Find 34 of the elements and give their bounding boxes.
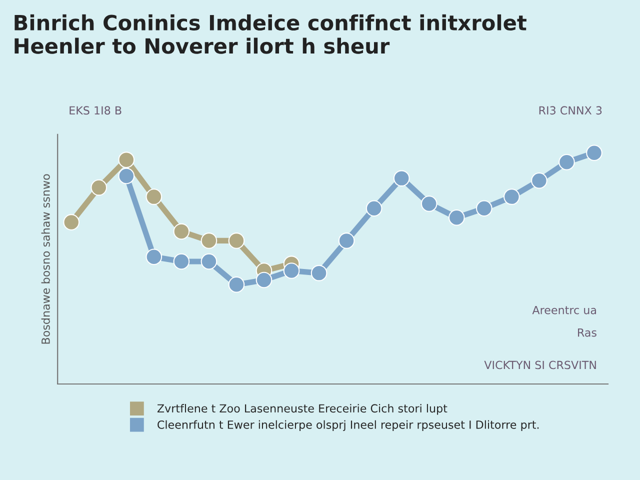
text: RI3 CNNX 3 bbox=[539, 106, 602, 115]
point bbox=[63, 214, 80, 230]
point bbox=[586, 144, 602, 162]
legend-label: Zvrtflene t Zoo Lasenneuste Ereceirie Cich stori lupt bbox=[157, 404, 448, 415]
point bbox=[90, 179, 108, 196]
point bbox=[118, 152, 135, 168]
point bbox=[558, 154, 575, 170]
point bbox=[118, 168, 135, 184]
y-axis-title: Bosdnawe bosno sahaw ssnwo bbox=[41, 174, 50, 344]
point bbox=[283, 262, 300, 279]
annotation: Ras bbox=[578, 328, 596, 337]
point bbox=[531, 172, 548, 189]
point bbox=[504, 188, 520, 205]
point bbox=[228, 276, 245, 293]
annotation: Areentrc ua bbox=[532, 306, 596, 314]
point bbox=[366, 200, 382, 217]
point bbox=[476, 200, 492, 217]
point bbox=[310, 264, 328, 282]
point bbox=[420, 196, 438, 212]
point bbox=[256, 272, 272, 288]
point bbox=[173, 253, 190, 270]
point bbox=[228, 232, 245, 249]
chart-title: Binrich Coninics Imdeice confifnct initxrolet Heenler to Noverer ilort h sheur bbox=[14, 14, 526, 54]
point bbox=[173, 223, 190, 240]
annotation: VICKTYN SI CRSVITN bbox=[484, 360, 596, 370]
point bbox=[338, 232, 355, 249]
text: EKS 1I8 B bbox=[70, 106, 122, 115]
point bbox=[146, 248, 162, 266]
point bbox=[146, 188, 162, 205]
point bbox=[200, 232, 218, 249]
point bbox=[448, 209, 465, 226]
legend-label: Cleenrfutn t Ewer inelcierpe olsprj Ineel repeir rpseuset I Dlitorre prt. bbox=[158, 420, 539, 432]
point bbox=[393, 170, 410, 186]
point bbox=[200, 253, 218, 270]
